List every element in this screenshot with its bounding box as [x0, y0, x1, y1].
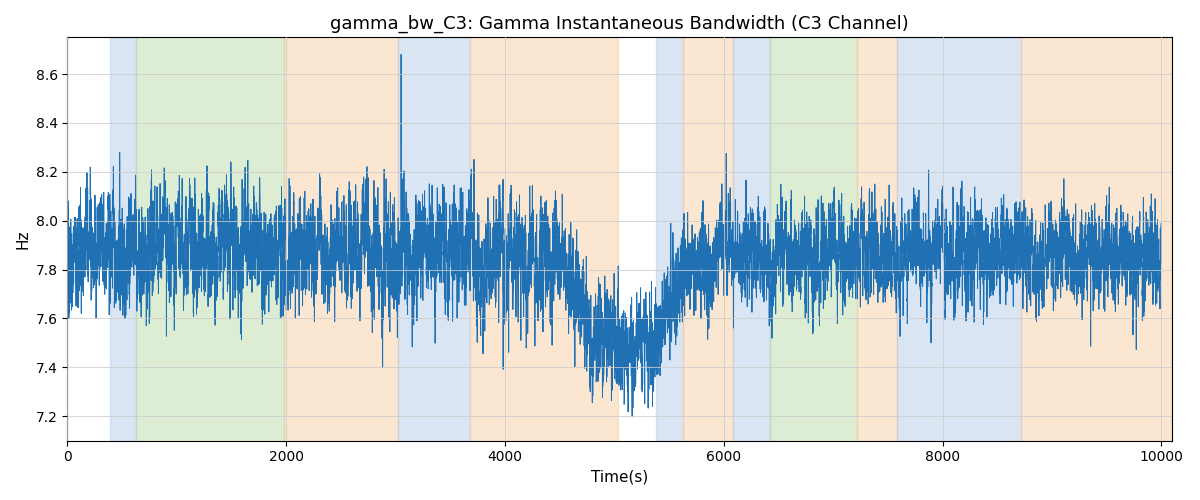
Bar — [732, 38, 769, 440]
Bar — [656, 38, 683, 440]
X-axis label: Time(s): Time(s) — [592, 470, 648, 485]
Bar — [284, 38, 397, 440]
Y-axis label: Hz: Hz — [16, 230, 30, 249]
Bar — [857, 38, 896, 440]
Title: gamma_bw_C3: Gamma Instantaneous Bandwidth (C3 Channel): gamma_bw_C3: Gamma Instantaneous Bandwid… — [330, 15, 910, 34]
Bar — [110, 38, 137, 440]
Bar — [769, 38, 857, 440]
Bar — [1021, 38, 1172, 440]
Bar — [137, 38, 284, 440]
Bar — [470, 38, 618, 440]
Bar — [683, 38, 732, 440]
Bar — [896, 38, 1021, 440]
Bar — [397, 38, 470, 440]
